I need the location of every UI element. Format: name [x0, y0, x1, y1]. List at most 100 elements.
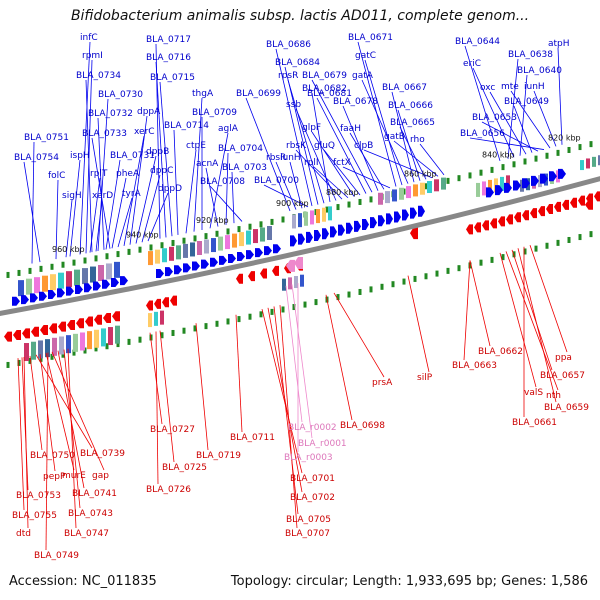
reverse-gene-label: BLA_0739 [80, 449, 125, 459]
forward-gene-label: gatC [355, 51, 376, 61]
reverse-gene-arrow [103, 313, 111, 324]
leader-line [235, 314, 243, 433]
reverse-gene-arrow [154, 298, 161, 309]
tick-mark [50, 353, 54, 360]
forward-gene-arrow [273, 244, 281, 254]
forward-gene-label: xerC [134, 127, 155, 137]
leader-line [231, 171, 235, 224]
gene-box [441, 177, 446, 190]
tick-mark [160, 332, 164, 339]
reverse-gene-label: nth [546, 391, 561, 401]
reverse-gene-arrow [248, 271, 255, 282]
forward-gene-arrow [75, 284, 83, 294]
gene-box [488, 179, 492, 194]
gene-box [434, 179, 439, 192]
forward-gene-label: BLA_0640 [517, 66, 562, 76]
gene-box [24, 343, 29, 362]
forward-gene-arrow [558, 168, 566, 179]
genome-backbone [0, 176, 600, 316]
gene-box [260, 227, 265, 242]
tick-mark [424, 273, 428, 280]
leader-line [510, 90, 551, 149]
reverse-gene-arrow [286, 259, 295, 272]
reverse-gene-arrow [49, 323, 57, 334]
scale-labels: 960 kbp 940 kbp 920 kbp 900 kbp 880 kbp 860 k… [52, 134, 581, 254]
tick-mark [534, 155, 538, 162]
accession-text: Accession: NC_011835 [9, 574, 157, 589]
leader-line [513, 105, 533, 153]
forward-gene-label: glpF [302, 123, 321, 133]
forward-gene-arrow [513, 180, 521, 191]
tick-mark [347, 201, 351, 208]
forward-gene-arrow [57, 288, 65, 298]
tick-mark [39, 265, 43, 272]
tick-mark [402, 278, 406, 285]
tick-mark [116, 341, 120, 348]
leader-line [147, 192, 169, 242]
leader-line [65, 199, 73, 258]
leader-line [323, 149, 361, 196]
leader-line [289, 161, 303, 209]
leader-line [469, 137, 545, 150]
leader-line [117, 197, 133, 248]
forward-gene-label: ispH [70, 151, 90, 161]
leader-line [17, 358, 25, 511]
forward-gene-arrow [402, 209, 409, 221]
reverse-gene-arrow [514, 212, 521, 223]
gene-box [298, 213, 302, 228]
scale-label: 860 kbp [404, 170, 437, 179]
gene-box [211, 238, 216, 253]
forward-gene-label: BLA_0678 [333, 97, 378, 107]
tick-mark [171, 239, 175, 246]
forward-gene-arrow [330, 226, 337, 238]
reverse-gene-label: dtd [16, 529, 31, 539]
tick-mark [556, 149, 560, 156]
tick-mark [204, 233, 208, 240]
leader-line [45, 352, 75, 471]
reverse-gene-label: BLA_0727 [150, 425, 195, 435]
gene-box [50, 274, 56, 291]
tick-mark [171, 329, 175, 336]
forward-gene-arrow [386, 213, 393, 225]
reverse-gene-arrow [546, 204, 553, 215]
forward-gene-label: BLA_0638 [508, 50, 553, 60]
gene-box [148, 251, 153, 266]
forward-gene-arrow [410, 207, 417, 219]
leader-line [155, 331, 159, 485]
forward-gene-label: BLA_0686 [266, 40, 311, 50]
gene-box [34, 277, 40, 294]
leader-line [261, 309, 303, 474]
forward-gene-label: BLA_0704 [218, 144, 263, 154]
reverse-gene-label: BLA_0662 [478, 347, 523, 357]
reverse-gene-arrow [554, 201, 561, 212]
gene-box [385, 191, 390, 204]
forward-gene-label: BLA_0666 [388, 101, 433, 111]
gene-box [267, 226, 272, 241]
reverse-gene-arrow [498, 216, 505, 227]
leader-line [311, 131, 355, 197]
gene-box [52, 337, 57, 356]
tick-mark [28, 357, 32, 364]
tick-mark [83, 347, 87, 354]
forward-gene-arrow [495, 185, 503, 196]
scale-label: 920 kbp [196, 216, 229, 225]
leader-line [245, 97, 291, 212]
tick-mark [182, 237, 186, 244]
forward-gene-label: BLA_0667 [382, 83, 427, 93]
tick-mark [61, 261, 65, 268]
leader-line [209, 185, 243, 222]
forward-gene-label: ssb [286, 100, 301, 110]
tick-mark [105, 343, 109, 350]
scale-label: 940 kbp [126, 230, 159, 239]
gene-box [160, 310, 164, 325]
forward-gene-label: gatB [384, 132, 405, 142]
tick-mark [501, 254, 505, 261]
reverse-gene-arrow [578, 195, 585, 206]
leader-line [533, 90, 557, 147]
gene-box [218, 236, 223, 251]
leader-line [105, 159, 121, 250]
forward-gene-label: eriC [463, 59, 481, 69]
leader-line [361, 79, 409, 184]
reverse-gene-arrow [522, 210, 529, 221]
leader-line [185, 149, 197, 234]
